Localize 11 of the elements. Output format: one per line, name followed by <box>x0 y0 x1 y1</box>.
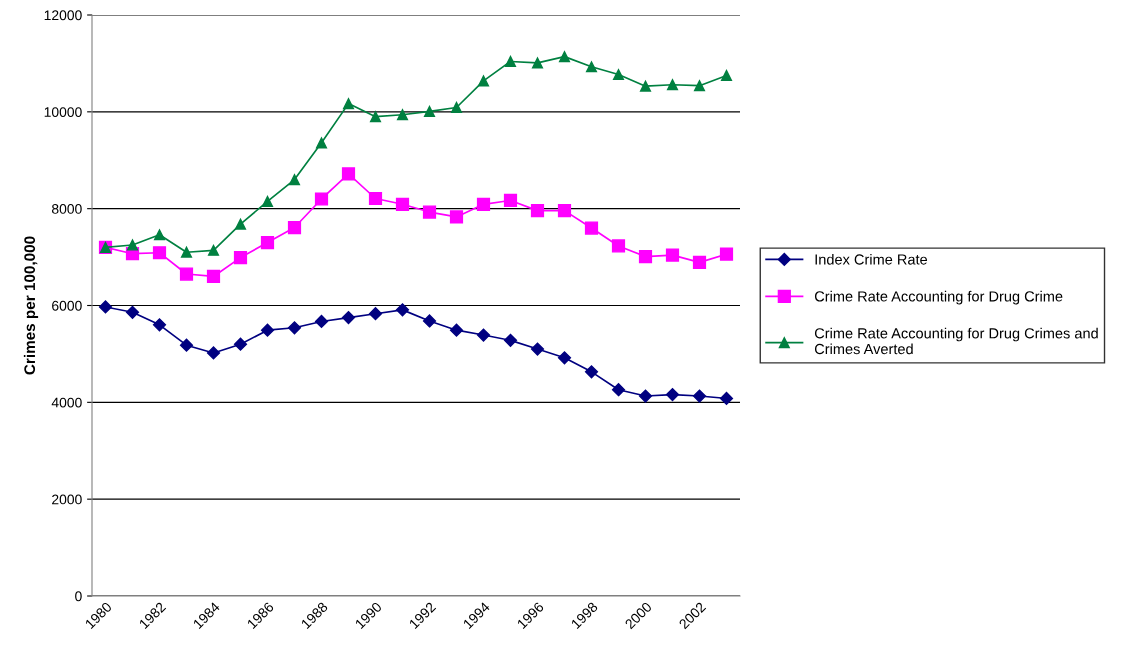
legend-label: Index Crime Rate <box>815 253 928 265</box>
y-axis-title: Crimes per 100,000 <box>23 236 39 375</box>
y-tick-label: 6000 <box>52 300 82 311</box>
y-tick-label: 0 <box>75 591 82 602</box>
y-tick-label: 8000 <box>51 204 82 214</box>
y-tick-label: 12000 <box>44 10 82 21</box>
y-tick-label: 2000 <box>52 494 82 505</box>
y-tick-label: 10000 <box>44 107 82 117</box>
y-tick-label: 4000 <box>51 397 82 408</box>
legend-label: Crime Rate Accounting for Drug Crime <box>814 290 1063 305</box>
legend-label: Crime Rate Accounting for Drug Crimes and Crimes Averted <box>814 327 1098 355</box>
